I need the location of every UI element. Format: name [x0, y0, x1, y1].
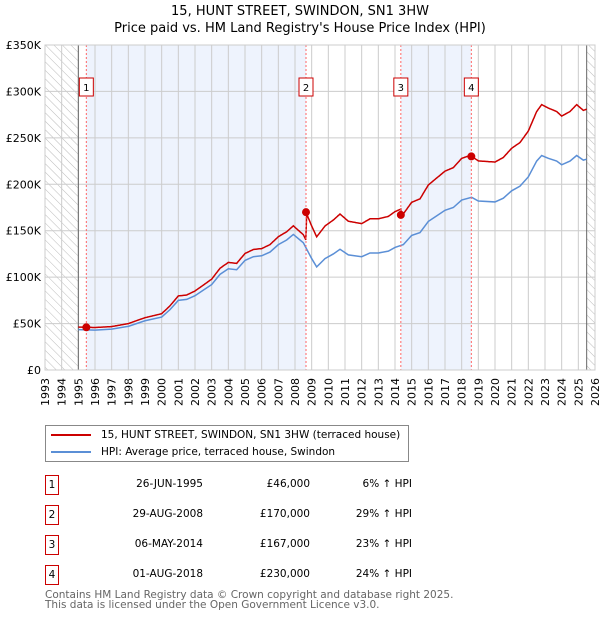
sale-row: 4 01-AUG-2018 £230,000 24% ↑ HPI	[45, 565, 465, 585]
chart-subtitle: Price paid vs. HM Land Registry's House …	[114, 21, 486, 36]
sale-number-badge: 4	[45, 565, 59, 585]
y-tick-label: £250K	[6, 132, 42, 145]
y-tick-label: £0	[27, 364, 41, 377]
sale-point	[396, 210, 405, 219]
sale-label-box	[298, 77, 314, 97]
legend-label: HPI: Average price, terraced house, Swin…	[101, 446, 336, 458]
y-tick-label: £300K	[6, 85, 42, 98]
x-tick-label: 2016	[422, 378, 435, 406]
x-tick-label: 2024	[556, 378, 569, 406]
x-tick-label: 2011	[339, 378, 352, 406]
x-tick-label: 2010	[322, 378, 335, 406]
x-tick-label: 1993	[39, 378, 52, 406]
x-tick-label: 2001	[172, 378, 185, 406]
shaded-ownership-period	[86, 45, 306, 370]
y-tick-label: £150K	[6, 225, 42, 238]
x-tick-label: 2008	[289, 378, 302, 406]
sale-date: 01-AUG-2018	[132, 568, 203, 580]
x-tick-label: 2002	[189, 378, 202, 406]
hatched-no-data-region	[586, 45, 595, 370]
shaded-ownership-period	[400, 45, 472, 370]
sale-hpi-diff: 6% ↑ HPI	[362, 478, 412, 490]
x-tick-label: 2014	[389, 378, 402, 406]
sale-price: £167,000	[259, 538, 310, 550]
sale-number-badge: 3	[45, 535, 59, 555]
x-tick-label: 2005	[239, 378, 252, 406]
y-tick-label: £50K	[13, 318, 42, 331]
x-tick-label: 2022	[522, 378, 535, 406]
x-tick-label: 2013	[372, 378, 385, 406]
sale-label-box	[393, 77, 409, 97]
sale-point	[82, 323, 91, 332]
x-tick-label: 1994	[56, 378, 69, 406]
sale-hpi-diff: 24% ↑ HPI	[355, 568, 412, 580]
x-tick-label: 1998	[122, 378, 135, 406]
sale-row: 3 06-MAY-2014 £167,000 23% ↑ HPI	[45, 535, 465, 555]
sale-row: 1 26-JUN-1995 £46,000 6% ↑ HPI	[45, 475, 465, 495]
x-tick-label: 2000	[156, 378, 169, 406]
legend-swatch-property	[51, 434, 91, 436]
sale-hpi-diff: 23% ↑ HPI	[355, 538, 412, 550]
x-tick-label: 2004	[222, 378, 235, 406]
chart-title: 15, HUNT STREET, SWINDON, SN1 3HW	[171, 4, 429, 19]
footer-line: This data is licensed under the Open Gov…	[45, 599, 380, 611]
sale-price: £230,000	[259, 568, 310, 580]
y-tick-label: £200K	[6, 178, 42, 191]
x-tick-label: 2018	[456, 378, 469, 406]
sale-point	[467, 152, 476, 161]
sale-number-badge: 2	[45, 505, 59, 525]
x-tick-label: 1995	[72, 378, 85, 406]
x-tick-label: 2015	[406, 378, 419, 406]
x-tick-label: 2020	[489, 378, 502, 406]
price-chart: 1993 1994 1995 1996 1997 1998 1999 2000 2001 2002…	[6, 39, 600, 406]
sale-point	[302, 208, 310, 217]
y-tick-label: £100K	[6, 271, 42, 284]
x-tick-label: 2007	[272, 378, 285, 406]
x-tick-label: 1996	[89, 378, 102, 406]
sale-label-box	[78, 77, 94, 97]
sale-date: 06-MAY-2014	[134, 538, 203, 550]
footer: Contains HM Land Registry data © Crown c…	[45, 589, 454, 611]
legend-label: 15, HUNT STREET, SWINDON, SN1 3HW (terra…	[101, 429, 401, 441]
x-tick-label: 2026	[589, 378, 600, 406]
sale-label: 4	[468, 83, 474, 94]
sale-price: £170,000	[259, 508, 310, 520]
x-tick-label: 1999	[139, 378, 152, 406]
x-tick-label: 2025	[572, 378, 585, 406]
sale-label: 2	[303, 83, 309, 94]
sale-label: 1	[83, 83, 89, 94]
property-price-line	[78, 103, 587, 329]
x-tick-label: 2023	[539, 378, 552, 406]
y-tick-label: £350K	[6, 39, 42, 52]
x-tick-label: 2006	[256, 378, 269, 406]
sale-row: 2 29-AUG-2008 £170,000 29% ↑ HPI	[45, 505, 465, 525]
x-tick-label: 2021	[506, 378, 519, 406]
x-tick-label: 2003	[206, 378, 219, 406]
legend: 15, HUNT STREET, SWINDON, SN1 3HW (terra…	[45, 425, 409, 462]
plot-border	[44, 44, 596, 371]
x-tick-label: 2017	[439, 378, 452, 406]
sale-label-box	[463, 77, 479, 97]
sale-hpi-diff: 29% ↑ HPI	[355, 508, 412, 520]
sale-price: £46,000	[266, 478, 310, 490]
x-tick-label: 1997	[106, 378, 119, 406]
x-tick-label: 2012	[356, 378, 369, 406]
sale-date: 29-AUG-2008	[132, 508, 203, 520]
sale-number-badge: 1	[45, 475, 59, 495]
sale-label: 3	[398, 83, 404, 94]
x-tick-label: 2019	[472, 378, 485, 406]
hpi-line	[78, 154, 587, 331]
legend-item-property: 15, HUNT STREET, SWINDON, SN1 3HW (terra…	[46, 427, 400, 443]
x-tick-label: 2009	[306, 378, 319, 406]
sale-date: 26-JUN-1995	[136, 478, 203, 490]
footer-line: Contains HM Land Registry data © Crown c…	[45, 589, 454, 601]
legend-item-hpi: HPI: Average price, terraced house, Swin…	[46, 444, 335, 460]
legend-swatch-hpi	[51, 451, 91, 453]
